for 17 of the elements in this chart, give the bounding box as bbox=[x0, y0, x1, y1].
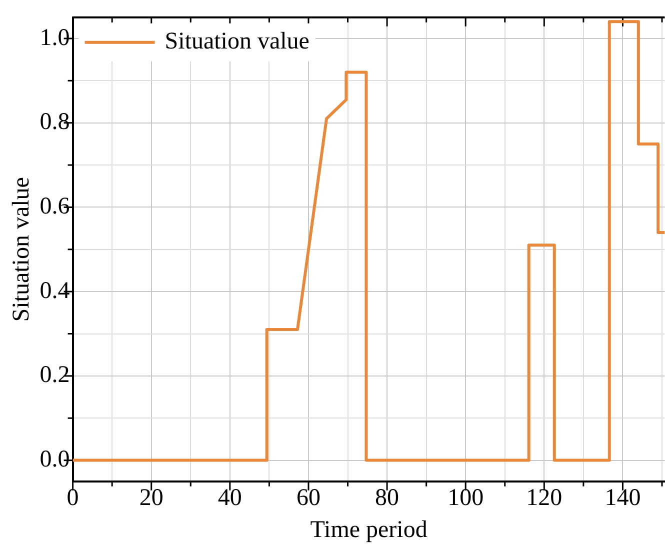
y-tick-label: 1.0 bbox=[40, 24, 70, 51]
y-tick-label: 0.0 bbox=[40, 446, 70, 473]
y-tick-label: 0.6 bbox=[40, 194, 70, 220]
y-tick-label: 0.4 bbox=[40, 278, 70, 304]
x-axis-title: Time period bbox=[310, 516, 428, 543]
x-tick-label: 100 bbox=[448, 485, 484, 512]
x-tick-label: 0 bbox=[66, 485, 79, 512]
y-axis-title: Situation value bbox=[8, 177, 35, 322]
y-tick-label: 0.8 bbox=[40, 109, 70, 136]
x-tick-label: 120 bbox=[526, 485, 562, 512]
x-tick-label: 20 bbox=[139, 485, 164, 512]
x-tick-label: 140 bbox=[604, 485, 641, 512]
y-tick-label: 0.2 bbox=[40, 362, 70, 388]
x-tick-label: 60 bbox=[296, 485, 320, 512]
x-tick-label: 80 bbox=[375, 485, 400, 512]
legend-label: Situation value bbox=[164, 28, 310, 55]
x-tick-label: 40 bbox=[218, 485, 242, 512]
